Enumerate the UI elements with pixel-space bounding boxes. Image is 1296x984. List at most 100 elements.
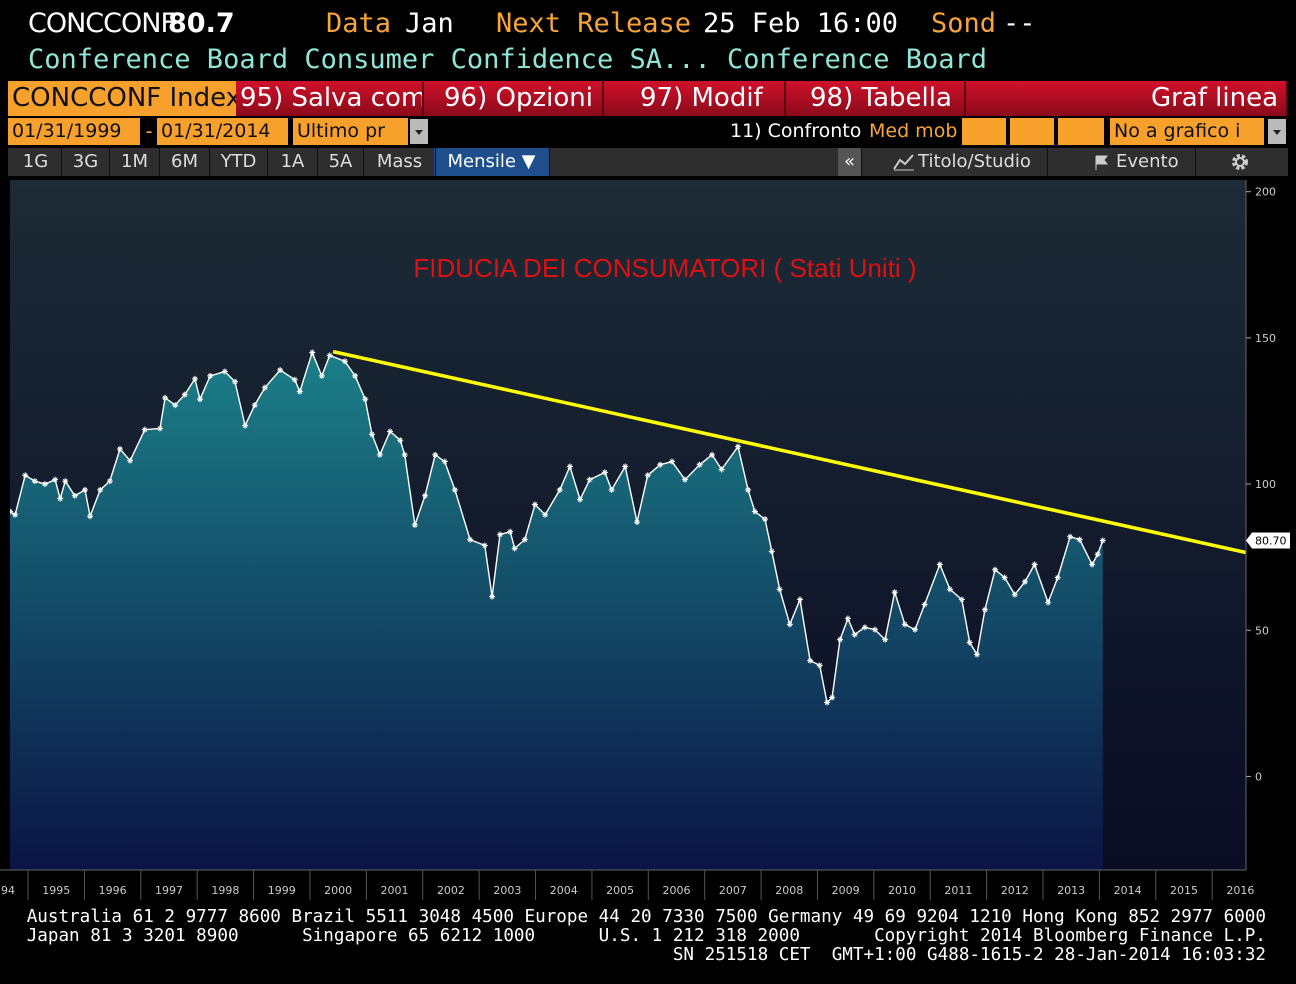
point-marker xyxy=(62,478,69,485)
field-select[interactable]: Ultimo pr xyxy=(293,118,408,145)
period-tab[interactable]: 6M xyxy=(160,148,210,176)
ma-input[interactable] xyxy=(1010,118,1054,145)
point-marker xyxy=(401,451,408,458)
period-tab[interactable]: 1G xyxy=(10,148,62,176)
point-marker xyxy=(981,606,988,613)
ticker: CONCCONF xyxy=(28,8,176,39)
point-marker xyxy=(127,457,134,464)
point-marker xyxy=(387,428,394,435)
trend-line xyxy=(332,349,1246,555)
point-marker xyxy=(1011,591,1018,598)
point-marker xyxy=(634,519,641,526)
x-tick-label: 2004 xyxy=(550,884,578,897)
point-marker xyxy=(709,451,716,458)
point-marker xyxy=(681,476,688,483)
ma-input[interactable] xyxy=(962,118,1006,145)
footer-line: SN 251518 CET GMT+1:00 G488-1615-2 28-Ja… xyxy=(672,945,1266,965)
period-tab[interactable]: 5A xyxy=(318,148,364,176)
x-tick-label: 2012 xyxy=(1001,884,1029,897)
point-marker xyxy=(844,615,851,622)
chart: FIDUCIA DEI CONSUMATORI ( Stati Uniti ) … xyxy=(0,177,1296,908)
y-tick-label: 0 xyxy=(1255,770,1262,783)
event-icon xyxy=(1095,155,1108,170)
next-release-label: Next Release xyxy=(496,8,692,39)
point-marker xyxy=(172,402,179,409)
point-marker xyxy=(376,451,383,458)
x-tick-label: 2003 xyxy=(493,884,521,897)
point-marker xyxy=(992,566,999,573)
x-tick-label: 2007 xyxy=(719,884,747,897)
point-marker xyxy=(97,486,104,493)
point-marker xyxy=(768,548,775,555)
edit-button[interactable]: 97) Modif xyxy=(604,81,786,116)
point-marker xyxy=(1067,533,1074,540)
last-value: 80.7 xyxy=(168,8,235,39)
end-date[interactable]: 01/31/2014 xyxy=(157,118,288,145)
point-marker xyxy=(432,451,439,458)
point-marker xyxy=(1045,599,1052,606)
dropdown-arrow[interactable] xyxy=(410,119,428,144)
dropdown-arrow[interactable] xyxy=(1268,119,1286,144)
chart-type[interactable]: Graf linea xyxy=(966,81,1288,116)
point-marker xyxy=(57,495,64,502)
date-separator: - xyxy=(143,119,156,143)
data-label: Data xyxy=(326,8,392,39)
point-marker xyxy=(489,593,496,600)
point-marker xyxy=(352,372,359,379)
point-marker xyxy=(12,511,19,518)
x-tick-label: 2009 xyxy=(832,884,860,897)
point-marker xyxy=(776,586,783,593)
options-button[interactable]: 96) Opzioni xyxy=(424,81,604,116)
frequency-tab[interactable]: Mensile ▼ xyxy=(434,148,550,176)
study-icon xyxy=(893,154,914,171)
save-button[interactable]: 95) Salva come xyxy=(236,81,424,116)
point-marker xyxy=(1054,574,1061,581)
x-tick-label: 2006 xyxy=(662,884,690,897)
point-marker xyxy=(207,372,214,379)
study-button[interactable]: Titolo/Studio xyxy=(918,148,1048,176)
period-tab[interactable]: 3G xyxy=(62,148,110,176)
point-marker xyxy=(837,636,844,643)
x-tick-label: 2000 xyxy=(324,884,352,897)
collapse-button[interactable]: « xyxy=(838,148,862,176)
x-tick-label: 94 xyxy=(1,884,15,897)
point-marker xyxy=(341,358,348,365)
security-field[interactable]: CONCCONF Index xyxy=(8,81,241,116)
point-marker xyxy=(824,699,831,706)
start-date[interactable]: 01/31/1999 xyxy=(8,118,140,145)
point-marker xyxy=(221,368,228,375)
point-marker xyxy=(318,372,325,379)
table-button[interactable]: 98) Tabella xyxy=(786,81,966,116)
point-marker xyxy=(242,422,249,429)
settings-icon[interactable] xyxy=(1230,152,1250,172)
point-marker xyxy=(1099,537,1106,544)
point-marker xyxy=(861,624,868,631)
period-tab[interactable]: 1A xyxy=(268,148,318,176)
point-marker xyxy=(497,531,504,538)
x-tick-label: 2001 xyxy=(381,884,409,897)
compare-button[interactable]: 11) Confronto xyxy=(730,120,862,142)
point-marker xyxy=(1089,561,1096,568)
period-tab[interactable]: YTD xyxy=(210,148,268,176)
point-marker xyxy=(31,478,38,485)
period-tab[interactable]: 1M xyxy=(110,148,160,176)
x-tick-label: 1995 xyxy=(42,884,70,897)
point-marker xyxy=(326,352,333,359)
ma-input[interactable] xyxy=(1058,118,1104,145)
x-tick-label: 2011 xyxy=(944,884,972,897)
event-button[interactable]: Evento xyxy=(1116,148,1196,176)
period-tab[interactable]: Mass xyxy=(364,148,436,176)
point-marker xyxy=(191,375,198,382)
point-marker xyxy=(901,621,908,628)
point-marker xyxy=(974,651,981,658)
x-tick-label: 1998 xyxy=(211,884,239,897)
point-marker xyxy=(958,596,965,603)
point-marker xyxy=(22,472,29,479)
point-marker xyxy=(71,492,78,499)
point-marker xyxy=(141,426,148,433)
point-marker xyxy=(912,626,919,633)
point-marker xyxy=(441,458,448,465)
no-chart-select[interactable]: No a grafico i xyxy=(1110,118,1264,145)
point-marker xyxy=(251,402,258,409)
point-marker xyxy=(786,621,793,628)
